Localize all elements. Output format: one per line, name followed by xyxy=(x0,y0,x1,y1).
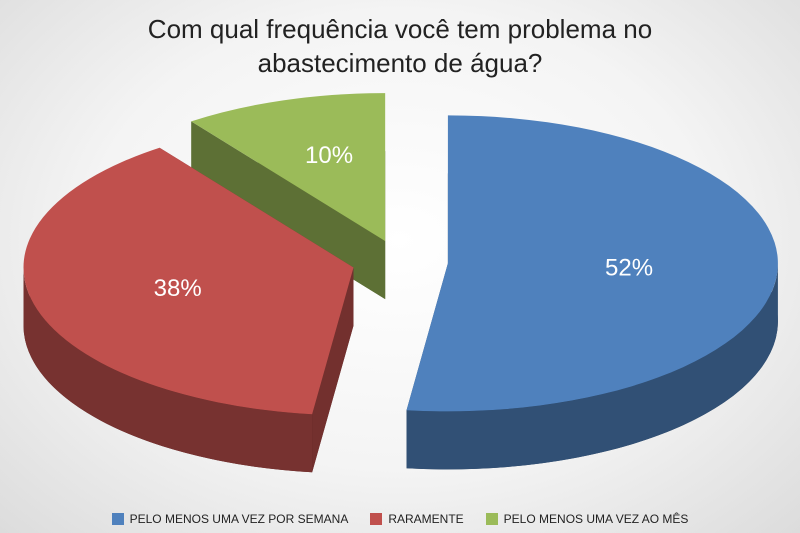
legend-swatch xyxy=(370,513,383,525)
legend-label: PELO MENOS UMA VEZ POR SEMANA xyxy=(129,512,349,526)
pie-slice: 38% xyxy=(23,147,354,473)
slice-outer-wall xyxy=(406,263,778,470)
legend: PELO MENOS UMA VEZ POR SEMANA RARAMENTE PE… xyxy=(0,512,800,526)
data-label: 10% xyxy=(305,142,353,169)
data-label: 38% xyxy=(154,275,202,302)
slice-cut-wall xyxy=(191,121,386,300)
data-label: 52% xyxy=(605,254,653,281)
pie-slice: 10% xyxy=(191,93,386,300)
legend-label: RARAMENTE xyxy=(388,512,464,526)
slice-top xyxy=(23,147,354,415)
slice-outer-wall xyxy=(23,267,313,473)
legend-item: RARAMENTE xyxy=(370,512,464,526)
legend-label: PELO MENOS UMA VEZ AO MÊS xyxy=(503,512,689,526)
slice-top xyxy=(406,115,778,412)
legend-item: PELO MENOS UMA VEZ AO MÊS xyxy=(485,512,689,526)
legend-swatch xyxy=(485,513,498,525)
slice-top xyxy=(191,93,386,242)
chart-title: Com qual frequência você tem problema no… xyxy=(147,14,653,78)
pie-slice: 52% xyxy=(406,115,778,470)
legend-item: PELO MENOS UMA VEZ POR SEMANA xyxy=(111,512,349,526)
legend-swatch xyxy=(111,513,124,525)
